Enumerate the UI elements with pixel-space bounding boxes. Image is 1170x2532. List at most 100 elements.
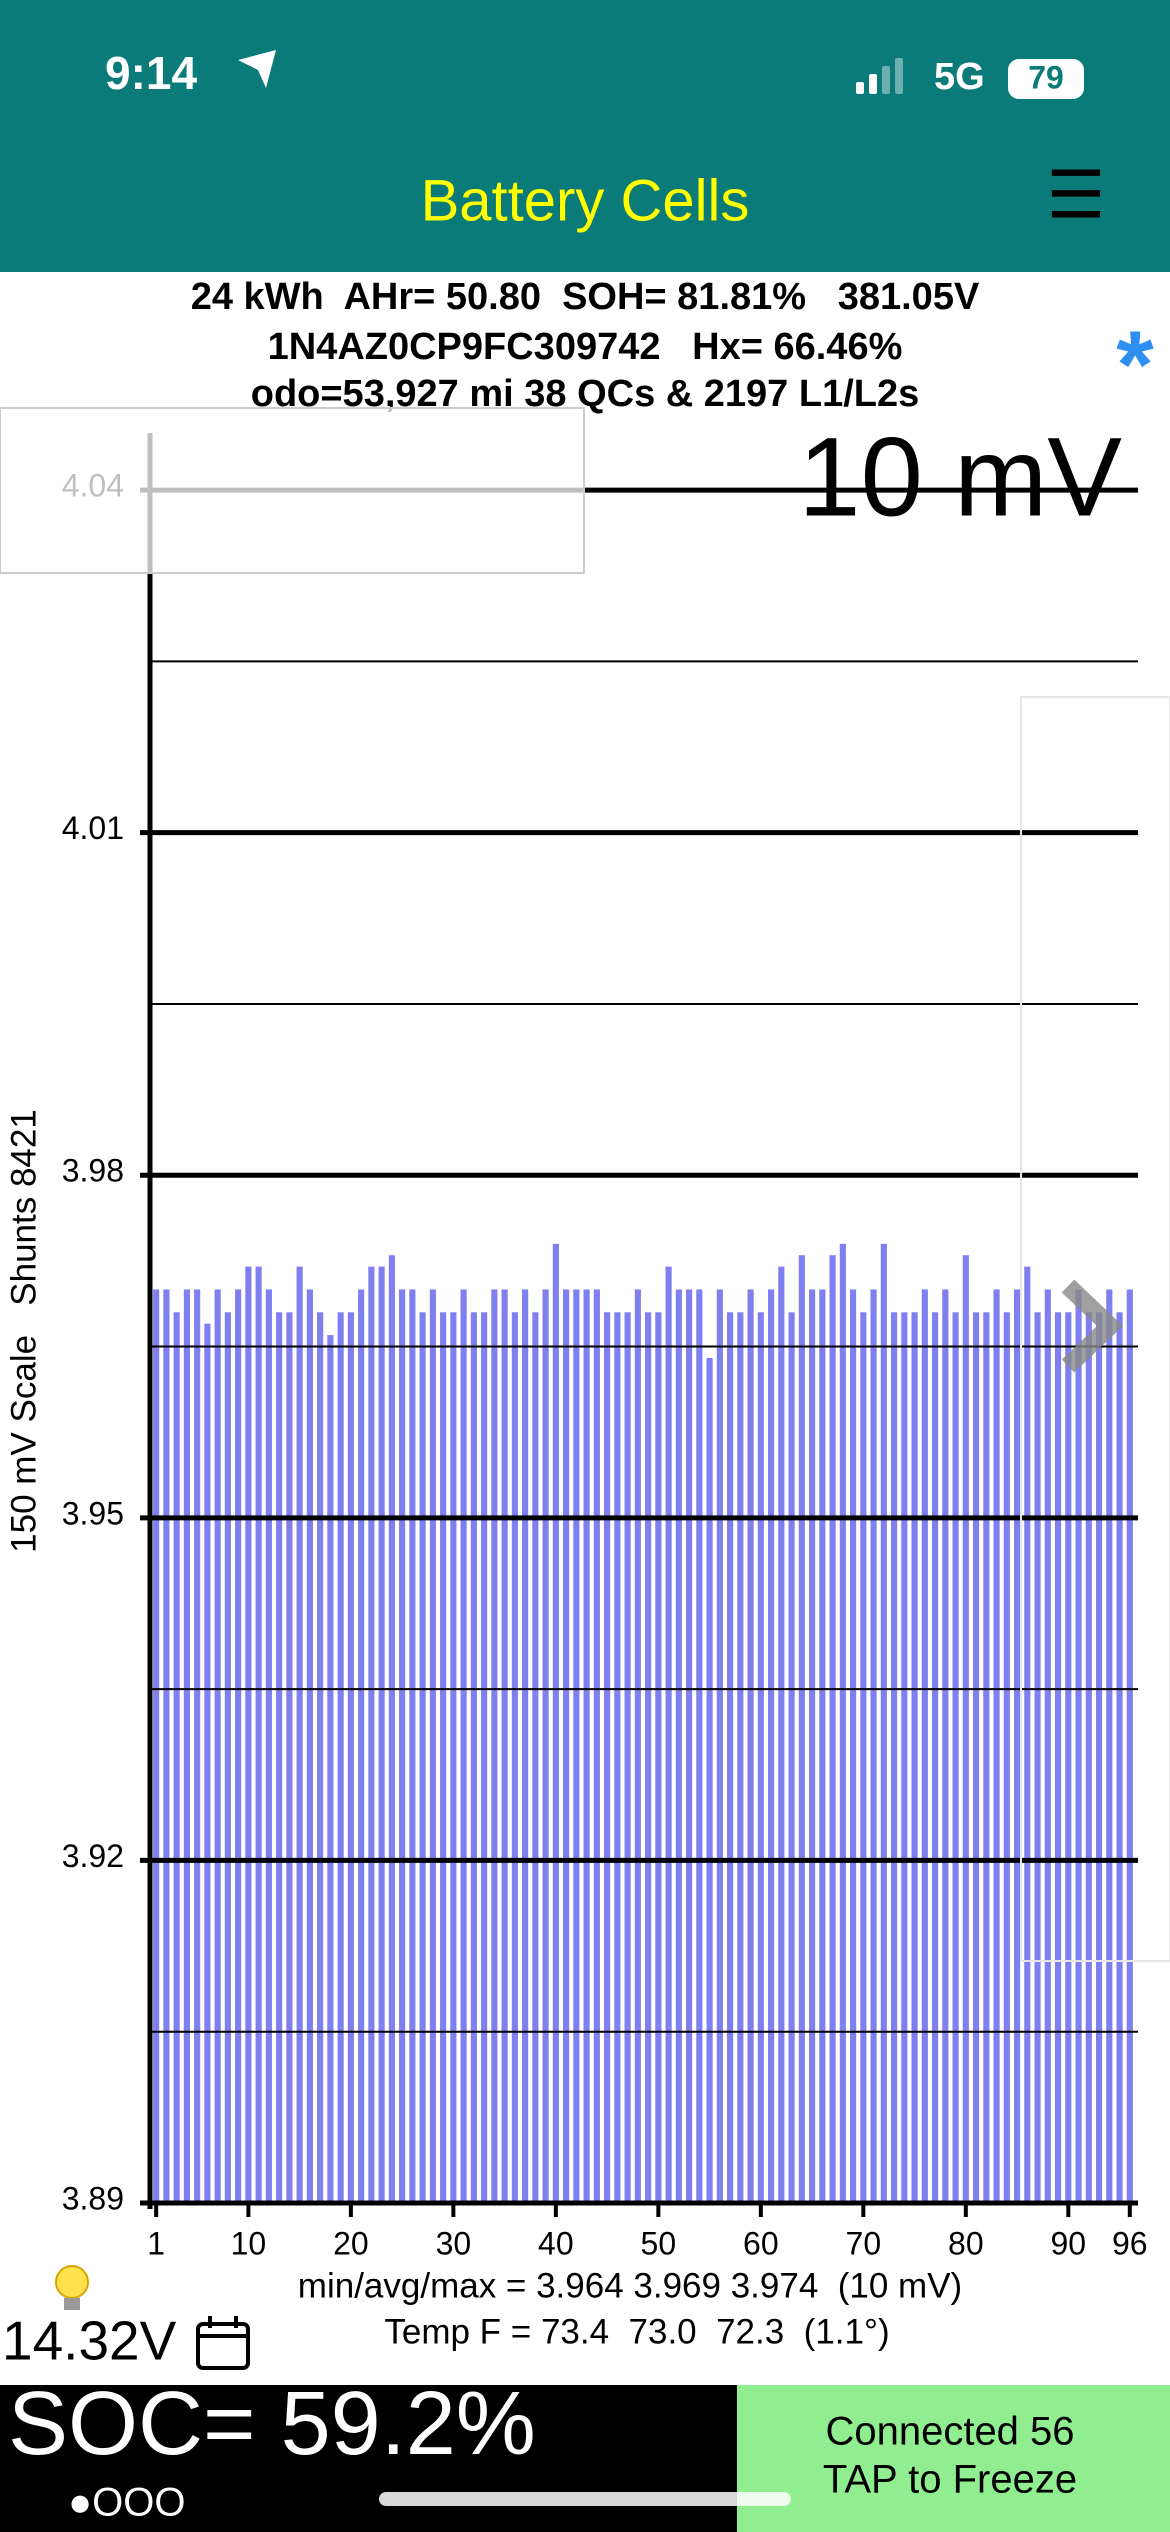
bar (460, 1289, 467, 2203)
bar (931, 1312, 939, 2203)
chart: 3.893.923.953.984.014.041102030405060708… (4, 415, 1147, 2262)
freeze-button[interactable] (737, 2385, 1170, 2532)
x-tick-label: 10 (231, 2225, 267, 2261)
bar (552, 1243, 559, 2203)
bar (1095, 1312, 1103, 2203)
bar (880, 1243, 887, 2203)
bar (511, 1312, 518, 2203)
menu-button[interactable]: ☰ (1046, 157, 1105, 231)
bar (604, 1312, 611, 2203)
x-tick-label: 1 (147, 2225, 165, 2261)
bar (952, 1312, 959, 2203)
bar (593, 1289, 600, 2203)
bar (532, 1312, 539, 2203)
clock: 9:14 (105, 47, 197, 99)
bar (870, 1289, 877, 2203)
overlay-box[interactable] (0, 407, 585, 574)
bar (1024, 1266, 1031, 2203)
calendar-icon[interactable] (196, 2316, 250, 2370)
bar (665, 1266, 672, 2203)
page-dots[interactable]: ●OOO (68, 2481, 186, 2525)
bar (317, 1312, 324, 2203)
battery-level: 79 (1028, 59, 1064, 95)
next-chevron[interactable] (1061, 1279, 1124, 1373)
bar (839, 1243, 846, 2203)
bar (470, 1312, 477, 2203)
bar (706, 1357, 713, 2203)
bar (993, 1289, 1000, 2203)
bar (921, 1289, 928, 2203)
bar (368, 1266, 375, 2203)
aux-voltage: 14.32V (2, 2310, 177, 2372)
bar (501, 1289, 508, 2203)
bar (1013, 1289, 1021, 2203)
y-tick-label: 3.95 (62, 1495, 124, 1531)
soc: SOC= 59.2% (8, 2374, 536, 2474)
bar (1044, 1289, 1051, 2203)
settings-star[interactable]: * (1116, 311, 1154, 418)
bar (214, 1289, 221, 2203)
x-tick-label: 60 (743, 2225, 779, 2261)
bar (942, 1289, 949, 2203)
bar (276, 1312, 283, 2203)
bar (696, 1289, 703, 2203)
bar (655, 1312, 662, 2203)
bar (429, 1289, 436, 2203)
version: v2.0.0(10) en (515, 2504, 647, 2529)
x-tick-label: 80 (948, 2225, 984, 2261)
bar (819, 1289, 826, 2203)
scale-label: 10 mV (798, 415, 1122, 540)
bar (809, 1289, 816, 2203)
bar (911, 1312, 918, 2203)
bar (450, 1312, 457, 2203)
temperature: Temp F = 73.4 73.0 72.3 (1.1°) (384, 2312, 889, 2351)
y-tick-label: 3.92 (62, 1838, 124, 1874)
battery-icon (1008, 59, 1084, 99)
bar (778, 1266, 785, 2203)
bar (983, 1312, 990, 2203)
bar (747, 1289, 754, 2203)
top-bar (0, 0, 1170, 272)
bulb-icon[interactable] (55, 2265, 89, 2310)
bar (788, 1312, 795, 2203)
bar (1075, 1289, 1082, 2203)
freeze-hint: TAP to Freeze (823, 2458, 1077, 2502)
x-tick-label: 40 (538, 2225, 574, 2261)
bar (583, 1289, 590, 2203)
x-tick-label: 30 (436, 2225, 472, 2261)
bar (337, 1312, 344, 2203)
bar (327, 1335, 334, 2203)
soc-panel (0, 2385, 737, 2532)
connection-status: Connected 56 (825, 2410, 1074, 2454)
y-tick-label: 3.89 (62, 2180, 124, 2216)
bar (204, 1323, 211, 2203)
bar (388, 1255, 395, 2203)
bar (224, 1312, 231, 2203)
bar (686, 1289, 693, 2203)
bar (757, 1312, 764, 2203)
bar (522, 1289, 529, 2203)
bar (563, 1289, 570, 2203)
bar (675, 1289, 682, 2203)
bar (245, 1266, 252, 2203)
x-tick-label: 50 (641, 2225, 677, 2261)
bar (901, 1312, 908, 2203)
y-tick-label: 3.98 (62, 1153, 124, 1189)
bar (737, 1312, 744, 2203)
bar (286, 1312, 293, 2203)
y-tick-label: 4.01 (62, 810, 124, 846)
bar (409, 1289, 416, 2203)
bar (306, 1289, 313, 2203)
y-axis-label: 150 mV Scale Shunts 8421 (4, 1109, 43, 1553)
nav-title: Battery Cells (421, 168, 750, 233)
bar (1106, 1289, 1113, 2203)
bar (716, 1289, 723, 2203)
bar (573, 1289, 580, 2203)
side-panel[interactable] (1020, 696, 1170, 1962)
bar (1116, 1312, 1123, 2203)
bar (255, 1266, 262, 2203)
bar (542, 1289, 549, 2203)
header-line: 24 kWh AHr= 50.80 SOH= 81.81% 381.05V (191, 276, 980, 318)
bar (1126, 1289, 1133, 2203)
